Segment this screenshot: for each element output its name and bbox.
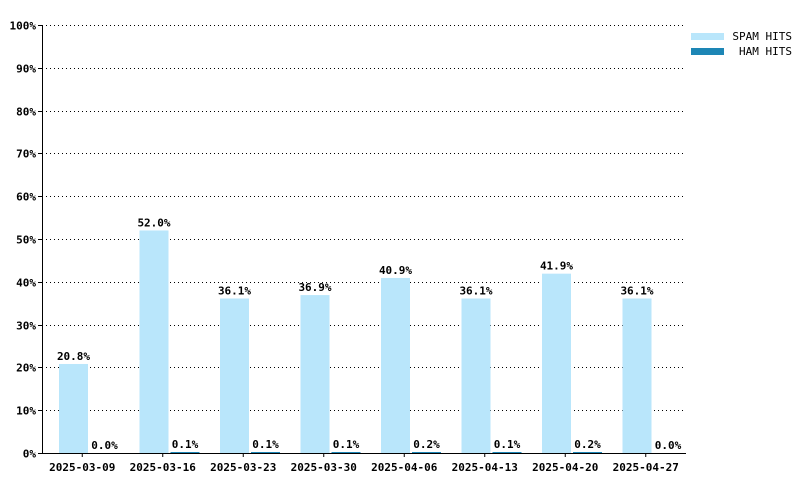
- spam-data-label: 36.1%: [620, 284, 653, 297]
- y-tick-label: 80%: [16, 106, 36, 119]
- y-tick-label: 60%: [16, 191, 36, 204]
- y-tick-label: 70%: [16, 148, 36, 161]
- ham-bar: [170, 452, 200, 453]
- x-tick-label: 2025-04-20: [532, 461, 598, 474]
- spam-data-label: 36.9%: [298, 281, 331, 294]
- x-tick-label: 2025-03-16: [130, 461, 197, 474]
- spam-bar: [300, 295, 330, 453]
- legend-label-ham: HAM HITS: [739, 45, 792, 58]
- x-tick-label: 2025-04-06: [371, 461, 438, 474]
- spam-data-label: 41.9%: [540, 260, 573, 273]
- ham-bar: [492, 452, 522, 453]
- spam-bar: [542, 273, 571, 453]
- spam-data-label: 52.0%: [137, 216, 170, 229]
- ham-data-label: 0.2%: [413, 438, 440, 451]
- ham-data-label: 0.2%: [574, 438, 601, 451]
- axis-layer: [38, 25, 686, 457]
- legend-swatch-ham: [691, 48, 724, 55]
- x-tick-label: 2025-03-30: [291, 461, 357, 474]
- spam-data-label: 36.1%: [459, 284, 492, 297]
- ham-data-label: 0.1%: [494, 438, 521, 451]
- y-tick-label: 40%: [16, 277, 36, 290]
- ham-bar: [251, 452, 280, 453]
- y-tick-label: 10%: [16, 405, 36, 418]
- y-tick-label: 0%: [23, 448, 37, 461]
- legend-swatch-spam: [691, 33, 724, 40]
- x-tick-label: 2025-03-09: [49, 461, 115, 474]
- spam-data-label: 40.9%: [379, 264, 412, 277]
- ham-bar: [331, 452, 361, 453]
- ham-data-label: 0.0%: [655, 439, 682, 452]
- y-tick-label: 30%: [16, 320, 36, 333]
- ham-bar: [412, 452, 441, 453]
- y-tick-label: 50%: [16, 234, 36, 247]
- spam-bar: [461, 298, 491, 453]
- y-tick-label: 20%: [16, 362, 36, 375]
- legend: SPAM HITS HAM HITS: [691, 30, 792, 58]
- spam-data-label: 36.1%: [218, 284, 251, 297]
- ham-data-label: 0.1%: [252, 438, 279, 451]
- y-tick-label: 90%: [16, 63, 36, 76]
- spam-data-label: 20.8%: [57, 350, 90, 363]
- spam-bar: [220, 298, 249, 453]
- ham-data-label: 0.1%: [172, 438, 199, 451]
- legend-label-spam: SPAM HITS: [732, 30, 792, 43]
- ham-data-label: 0.1%: [333, 438, 360, 451]
- bars-layer: [59, 230, 652, 453]
- x-tick-label: 2025-04-13: [452, 461, 518, 474]
- spam-bar: [381, 277, 410, 453]
- x-tick-label: 2025-04-27: [613, 461, 679, 474]
- grid-layer: [42, 25, 686, 411]
- y-tick-label: 100%: [10, 20, 37, 33]
- x-tick-label: 2025-03-23: [210, 461, 276, 474]
- labels-layer: 0% 10% 20% 30% 40% 50% 60% 70% 80% 90% 100% 20.8% 0.…: [10, 20, 682, 475]
- ham-bar: [573, 452, 602, 453]
- spam-bar: [139, 230, 169, 453]
- ham-data-label: 0.0%: [91, 439, 118, 452]
- spam-bar: [59, 363, 88, 453]
- spam-bar: [622, 298, 652, 453]
